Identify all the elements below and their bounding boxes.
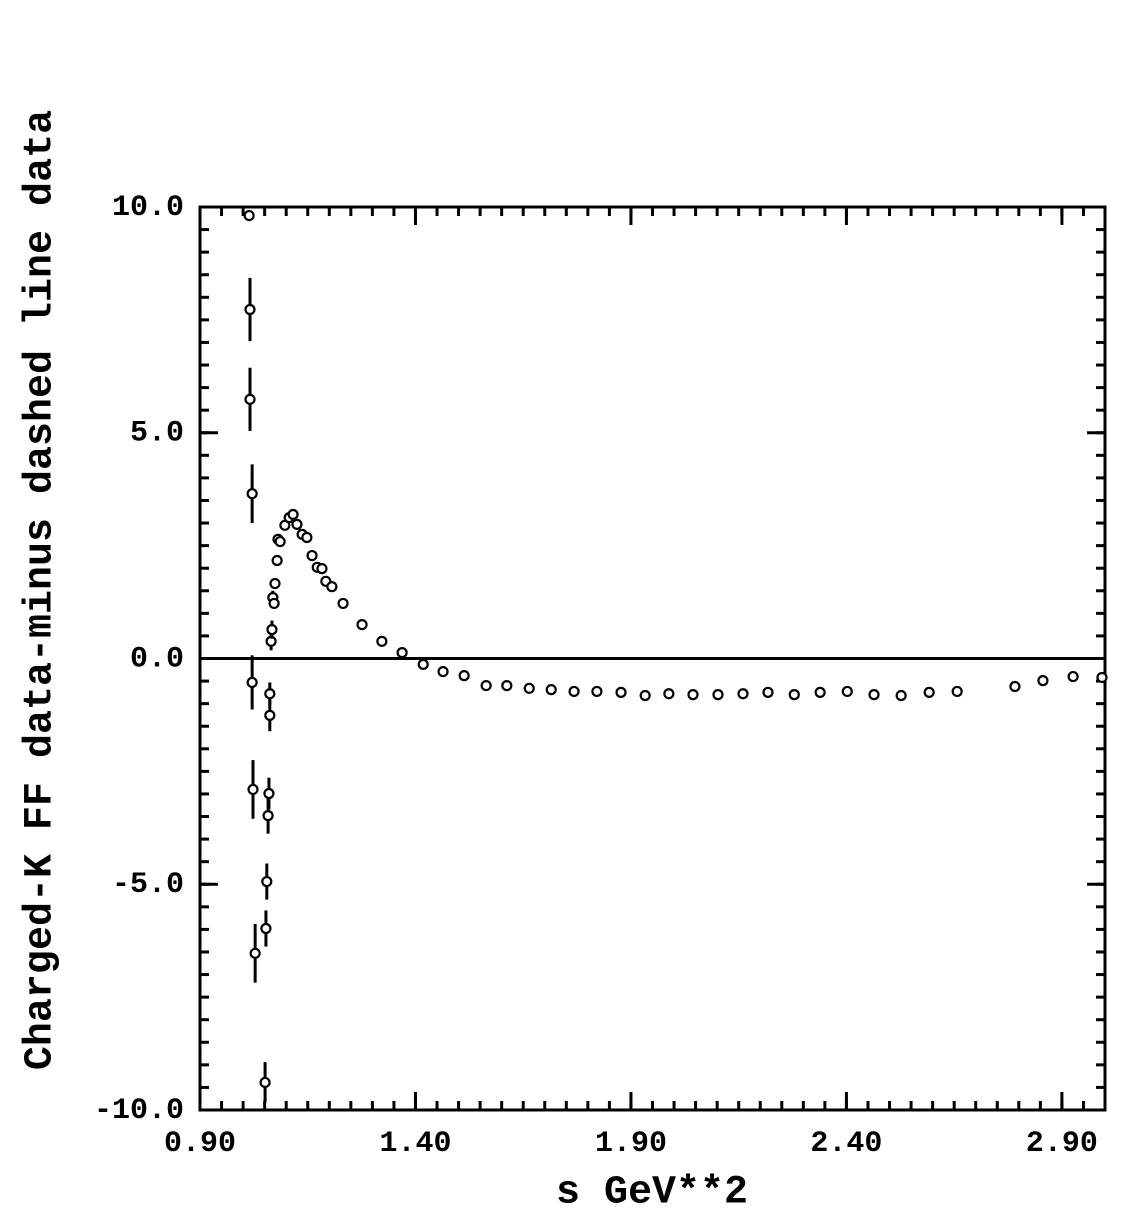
data-point [788,689,800,701]
x-tick-label: 1.40 [379,1127,451,1161]
data-point [523,682,535,694]
data-point [291,518,303,531]
data-point [501,679,513,692]
y-tick-label: -10.0 [94,1094,184,1128]
data-point [480,679,492,692]
data-point [356,619,368,631]
data-point [1037,675,1049,687]
data-point [264,709,276,721]
data-point [615,686,627,698]
data-point [639,689,651,702]
data-point [737,688,749,700]
data-point [895,689,907,702]
data-point [263,787,275,800]
data-point [396,647,408,659]
data-point [247,783,259,796]
data-point [841,685,853,698]
data-point [591,685,603,698]
data-point [269,577,281,590]
y-tick-label: 0.0 [130,642,184,676]
data-point [264,688,276,700]
y-tick-label: 10.0 [112,191,184,225]
y-axis-title: Charged-K FF data-minus dashed line data [19,110,64,1070]
x-tick-label: 2.90 [1026,1127,1098,1161]
data-point [712,689,724,701]
y-tick-label: 5.0 [130,417,184,451]
data-point [951,685,963,698]
data-point [663,688,675,700]
data-point [266,624,278,636]
data-point [1067,670,1079,683]
data-point [868,689,880,701]
x-tick-label: 1.90 [595,1127,667,1161]
data-point [437,665,449,678]
data-point [260,922,272,935]
data-point [268,597,280,610]
data-point [814,686,826,698]
data-point [923,686,935,698]
data-point [244,393,256,405]
data-point [545,684,557,696]
data-point [274,535,286,548]
data-point [687,689,699,701]
data-point [458,670,470,682]
data-point [271,554,283,567]
data-point [1009,680,1021,693]
data-point [259,1076,271,1089]
data-point [301,531,313,544]
data-point [287,508,299,521]
data-point [262,810,274,822]
x-axis-title: s GeV**2 [556,1171,748,1216]
data-point [326,581,338,593]
data-point [762,686,774,698]
x-tick-label: 0.90 [164,1127,236,1161]
x-tick-label: 2.40 [810,1127,882,1161]
data-point [246,488,258,500]
data-point [1096,671,1108,684]
y-tick-label: -5.0 [112,868,184,902]
data-point [246,676,258,689]
data-point [337,597,349,610]
data-point [243,209,255,222]
data-point [316,563,328,575]
data-point [417,658,429,670]
data-point [244,303,256,316]
data-point [568,685,580,698]
data-point [261,875,273,888]
data-point [306,549,318,562]
data-point [249,947,261,959]
data-point [376,635,388,647]
